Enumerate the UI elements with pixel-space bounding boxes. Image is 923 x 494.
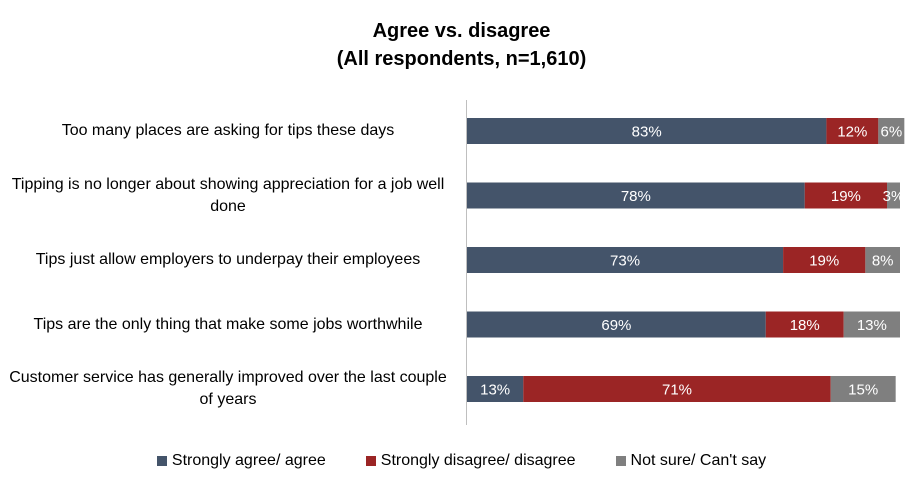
data-label: 12%: [837, 124, 867, 141]
bar-segment: [467, 376, 524, 402]
category-label: Tips just allow employers to underpay th…: [35, 251, 421, 268]
bar-segment: [878, 118, 905, 144]
bar-segment: [523, 376, 831, 402]
data-label: 15%: [848, 382, 878, 399]
data-label: 19%: [831, 188, 861, 205]
chart-subtitle: (All respondents, n=1,610): [336, 48, 587, 70]
legend-swatch: [156, 456, 167, 466]
data-label: 8%: [872, 253, 894, 270]
data-label: 73%: [610, 253, 640, 270]
legend-label: Strongly agree/ agree: [171, 452, 326, 469]
bar-segment: [765, 311, 844, 338]
data-label: 78%: [621, 188, 651, 205]
bar-segment: [865, 247, 900, 273]
data-label: 69%: [601, 317, 631, 334]
data-label: 6%: [880, 124, 902, 141]
bar-segment: [467, 118, 827, 144]
bar-segment: [887, 182, 900, 209]
legend-swatch: [615, 456, 626, 466]
data-label: 19%: [809, 253, 839, 270]
bar-segment: [467, 247, 784, 273]
bar-segment: [467, 182, 805, 209]
category-label: Tips are the only thing that make some j…: [33, 315, 423, 333]
category-label: Too many places are asking for tips thes…: [61, 122, 395, 139]
bar-segment: [826, 118, 879, 144]
data-label: 71%: [662, 382, 692, 399]
data-label: 83%: [632, 124, 662, 141]
data-label: 18%: [790, 317, 820, 334]
legend-item: Strongly agree/ agree: [156, 452, 326, 470]
legend: Strongly agree/ agree Strongly disagree/ …: [0, 452, 923, 470]
chart-title: Agree vs. disagree: [372, 20, 551, 42]
category-label: Tipping is no longer about showing appre…: [11, 175, 445, 215]
data-label: 13%: [480, 382, 510, 399]
legend-label: Not sure/ Can't say: [630, 452, 767, 469]
legend-item: Strongly disagree/ disagree: [365, 452, 576, 470]
legend-swatch: [365, 456, 376, 466]
data-label: 3%: [883, 188, 905, 205]
bar-segment: [830, 376, 896, 402]
bar-segment: [783, 247, 866, 273]
bar-segment: [467, 311, 766, 338]
bar-segment: [804, 182, 888, 209]
legend-item: Not sure/ Can't say: [615, 452, 767, 470]
legend-label: Strongly disagree/ disagree: [380, 452, 576, 469]
bar-segment: [843, 311, 900, 338]
category-label: Customer service has generally improved …: [9, 369, 447, 408]
data-label: 13%: [857, 317, 887, 334]
